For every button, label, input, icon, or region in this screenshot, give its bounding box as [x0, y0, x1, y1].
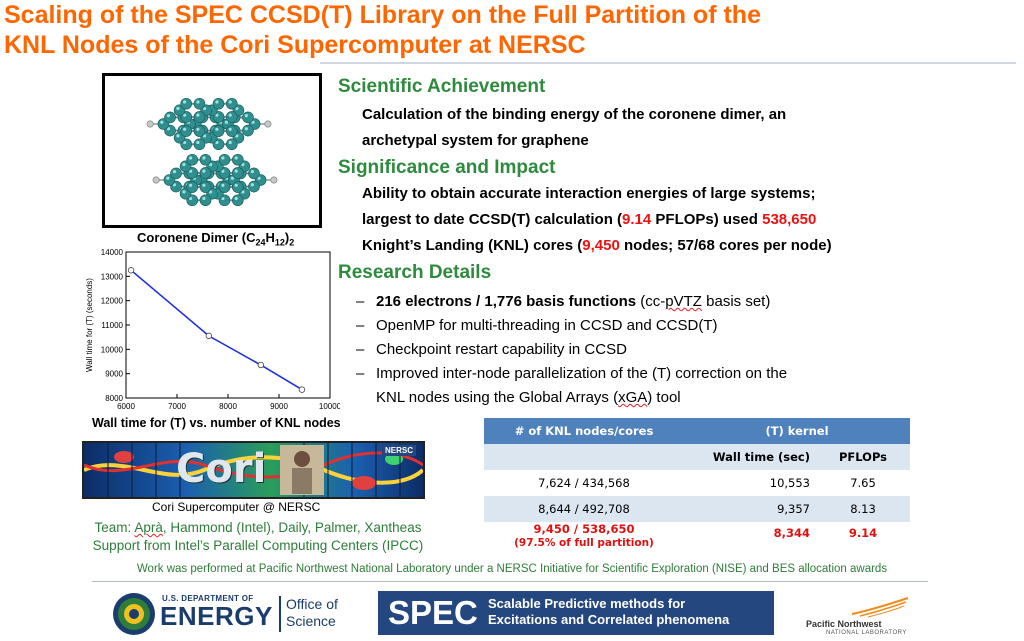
- y-tick-label: 12000: [101, 297, 124, 306]
- pnnl-swoosh-icon: [851, 597, 909, 618]
- cell-wall-time: 10,553: [684, 470, 816, 496]
- title-divider: [320, 62, 1016, 64]
- table-row: 8,644 / 492,708 9,357 8.13: [484, 496, 910, 522]
- x-tick-label: 10000: [319, 402, 340, 411]
- cell-pflops: 8.13: [816, 496, 910, 522]
- research-heading: Research Details: [338, 262, 492, 283]
- team-line: Team: Aprà, Hammond (Intel), Daily, Palm…: [94, 520, 422, 535]
- molecule-drawing: [146, 97, 278, 207]
- cell-pflops: 7.65: [816, 470, 910, 496]
- support-line: Support from Intel’s Parallel Computing …: [92, 538, 424, 553]
- footer-note: Work was performed at Pacific Northwest …: [136, 563, 888, 575]
- spec-logo: SPEC Scalable Predictive methods for Exc…: [378, 591, 774, 635]
- data-point: [127, 267, 135, 274]
- data-point: [298, 386, 306, 393]
- y-tick-label: 8000: [105, 394, 123, 403]
- data-point: [205, 332, 213, 340]
- doe-separator: [279, 596, 281, 632]
- chart-caption: Wall time for (T) vs. number of KNL node…: [92, 416, 341, 430]
- doe-seal-icon: [113, 593, 155, 635]
- subheader-pflops: PFLOPs: [816, 444, 910, 470]
- achievement-line-1: Calculation of the binding energy of the…: [362, 106, 787, 123]
- footer-divider: [92, 581, 928, 582]
- achievement-line-2: archetypal system for graphene: [362, 132, 589, 149]
- title-line-2: KNL Nodes of the Cori Supercomputer at N…: [4, 31, 586, 59]
- y-axis-label: Wall time for (T) (seconds): [85, 278, 94, 372]
- research-item-2: – OpenMP for multi-threading in CCSD and …: [356, 317, 718, 334]
- data-point: [257, 361, 265, 369]
- research-item-4-cont: KNL nodes using the Global Arrays (xGA) …: [376, 389, 681, 406]
- spec-tagline-line-1: Scalable Predictive methods for: [488, 596, 686, 611]
- y-tick-label: 10000: [101, 345, 124, 354]
- doe-office-line-2: Science: [286, 613, 336, 629]
- doe-energy-text: ENERGY: [160, 601, 273, 631]
- doe-office-of-science-logo: U.S. DEPARTMENT OF ENERGY Office of Scie…: [112, 592, 352, 636]
- doe-office-text: Office of Science: [286, 596, 338, 630]
- pnnl-logo: Pacific Northwest NATIONAL LABORATORY: [806, 596, 916, 638]
- cell-wall-time-highlight: 8,344: [684, 522, 816, 550]
- research-item-1: –216 electrons / 1,776 basis functions (…: [356, 293, 771, 310]
- plot-frame: [125, 251, 331, 399]
- pnnl-name: Pacific Northwest: [806, 619, 882, 629]
- x-tick-label: 7000: [168, 402, 186, 411]
- y-tick-label: 11000: [101, 321, 123, 330]
- x-tick-label: 8000: [219, 402, 237, 411]
- cell-nodes-highlight: 9,450 / 538,650 (97.5% of full partition…: [484, 522, 684, 550]
- spec-tagline-line-2: Excitations and Correlated phenomena: [488, 612, 730, 627]
- cell-wall-time: 9,357: [684, 496, 816, 522]
- cori-logo-text: Cori: [176, 446, 267, 492]
- x-tick-label: 9000: [270, 402, 288, 411]
- table-row-highlight: 9,450 / 538,650 (97.5% of full partition…: [484, 522, 910, 550]
- header-nodes-cores: # of KNL nodes/cores: [484, 418, 684, 444]
- team-credits: Team: Aprà, Hammond (Intel), Daily, Palm…: [88, 519, 428, 555]
- cori-supercomputer-image: Cori NERSC: [82, 441, 425, 499]
- doe-office-line-1: Office of: [286, 596, 338, 612]
- significance-text: Ability to obtain accurate interaction e…: [362, 181, 832, 259]
- spec-tagline: Scalable Predictive methods for Excitati…: [488, 596, 729, 628]
- significance-line-3: Knight’s Landing (KNL) cores (9,450 node…: [362, 237, 832, 254]
- cori-banner: [84, 443, 423, 497]
- series-line: [130, 269, 303, 391]
- research-item-3: – Checkpoint restart capability in CCSD: [356, 341, 627, 358]
- cell-nodes: 8,644 / 492,708: [484, 496, 684, 522]
- significance-heading: Significance and Impact: [338, 157, 556, 178]
- subheader-empty: [484, 444, 684, 470]
- doe-department-text: U.S. DEPARTMENT OF: [162, 594, 254, 603]
- research-item-4: – Improved inter-node parallelization of …: [356, 365, 788, 382]
- coronene-dimer-image: [102, 73, 322, 228]
- header-t-kernel: (T) kernel: [684, 418, 910, 444]
- pnnl-subtitle: NATIONAL LABORATORY: [826, 630, 907, 636]
- cell-nodes-note: (97.5% of full partition): [514, 537, 654, 549]
- wall-time-chart: 6000 7000 8000 9000 10000 8000 9000 10000 11000 1…: [78, 244, 342, 414]
- cell-pflops-highlight: 9.14: [816, 522, 910, 550]
- molecule-caption: Coronene Dimer (C24H12)2: [137, 230, 295, 248]
- research-list: –216 electrons / 1,776 basis functions (…: [356, 290, 916, 410]
- cori-caption: Cori Supercomputer @ NERSC: [152, 500, 321, 514]
- title-line-1: Scaling of the SPEC CCSD(T) Library on t…: [4, 1, 761, 29]
- achievement-heading: Scientific Achievement: [338, 76, 546, 97]
- achievement-text: Calculation of the binding energy of the…: [362, 102, 786, 154]
- spec-logo-text: SPEC: [388, 594, 478, 631]
- y-tick-label: 14000: [101, 248, 124, 257]
- cell-nodes: 7,624 / 434,568: [484, 470, 684, 496]
- significance-line-2: largest to date CCSD(T) calculation (9.1…: [362, 211, 817, 228]
- nersc-badge: NERSC: [382, 445, 417, 456]
- subheader-wall-time: Wall time (sec): [684, 444, 816, 470]
- table-subheader-row: Wall time (sec) PFLOPs: [484, 444, 910, 470]
- y-tick-label: 13000: [101, 272, 124, 281]
- cell-nodes-value: 9,450 / 538,650: [533, 522, 635, 536]
- chart-svg: 6000 7000 8000 9000 10000 8000 9000 10000 11000 1…: [85, 248, 342, 411]
- table-row: 7,624 / 434,568 10,553 7.65: [484, 470, 910, 496]
- table-header-row: # of KNL nodes/cores (T) kernel: [484, 418, 910, 444]
- performance-table: # of KNL nodes/cores (T) kernel Wall tim…: [484, 418, 910, 550]
- slide-title: Scaling of the SPEC CCSD(T) Library on t…: [4, 0, 1024, 60]
- significance-line-1: Ability to obtain accurate interaction e…: [362, 185, 816, 202]
- y-tick-label: 9000: [105, 370, 123, 379]
- x-tick-label: 6000: [117, 402, 135, 411]
